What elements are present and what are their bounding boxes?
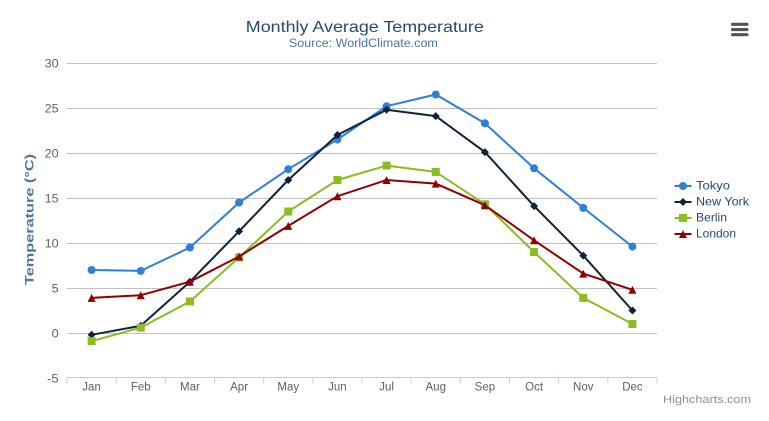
svg-text:30: 30 [45,59,59,71]
svg-text:25: 25 [45,104,59,116]
svg-text:Highcharts.com: Highcharts.com [663,394,751,406]
svg-text:-5: -5 [47,374,59,386]
svg-text:May: May [277,382,299,394]
svg-text:Mar: Mar [180,382,200,394]
svg-text:Jan: Jan [82,382,101,394]
svg-text:Dec: Dec [622,382,643,394]
svg-text:New York: New York [696,195,750,209]
svg-text:Monthly Average Temperature: Monthly Average Temperature [246,19,484,36]
svg-text:20: 20 [45,149,59,161]
svg-text:Aug: Aug [426,382,446,394]
svg-text:Sep: Sep [475,382,495,394]
svg-text:Berlin: Berlin [696,211,727,225]
svg-text:Jul: Jul [379,382,394,394]
svg-text:10: 10 [45,239,59,251]
svg-text:Jun: Jun [328,382,347,394]
svg-text:5: 5 [52,284,59,296]
svg-text:15: 15 [45,194,59,206]
svg-text:0: 0 [52,329,59,341]
svg-text:Source: WorldClimate.com: Source: WorldClimate.com [289,38,438,50]
svg-text:Temperature (°C): Temperature (°C) [23,154,37,285]
svg-text:Oct: Oct [525,382,544,394]
svg-text:Apr: Apr [230,382,248,394]
svg-text:London: London [696,227,736,241]
svg-text:Tokyo: Tokyo [696,179,730,193]
svg-text:Feb: Feb [131,382,151,394]
svg-text:Nov: Nov [573,382,594,394]
